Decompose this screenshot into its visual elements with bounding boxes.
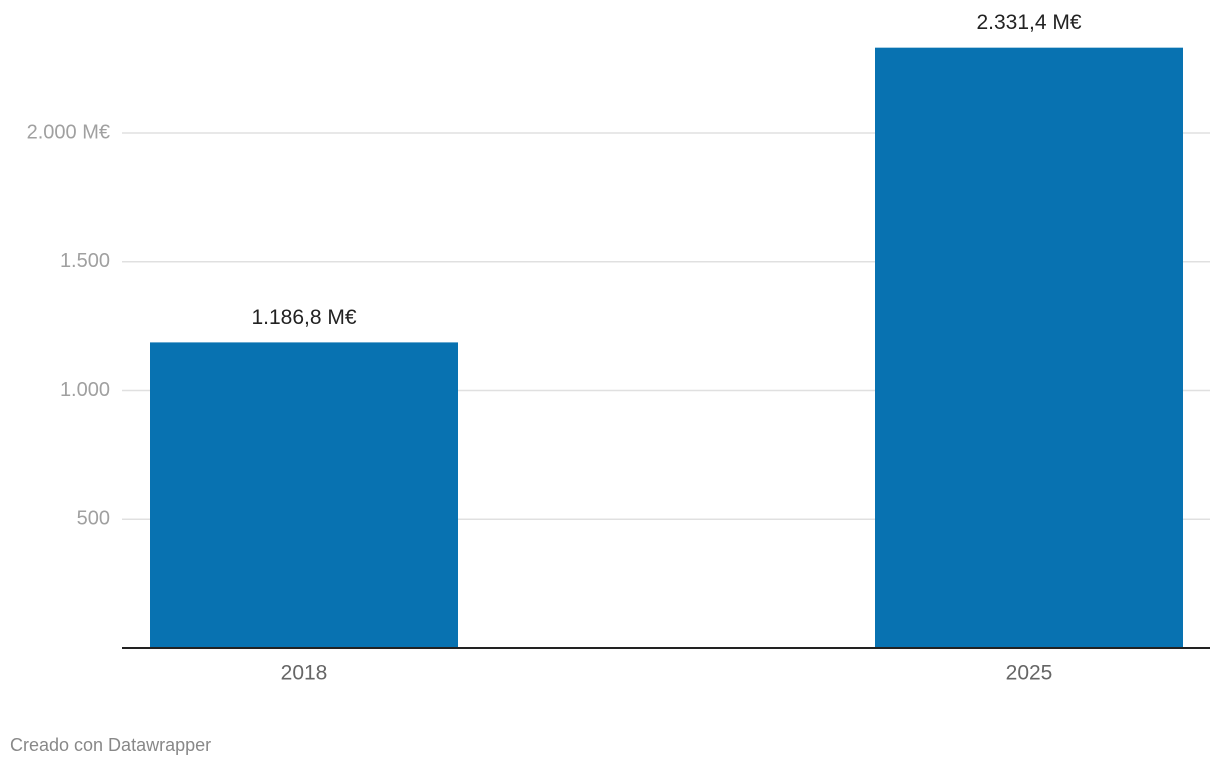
value-label: 2.331,4 M€ bbox=[976, 11, 1081, 34]
bar bbox=[150, 342, 458, 648]
credit: Creado con Datawrapper bbox=[10, 735, 211, 755]
y-tick-label: 2.000 M€ bbox=[27, 121, 110, 143]
value-label: 1.186,8 M€ bbox=[251, 306, 356, 329]
x-tick-label: 2018 bbox=[281, 662, 328, 685]
y-tick-label: 1.000 bbox=[60, 379, 110, 401]
x-tick-label: 2025 bbox=[1006, 662, 1053, 685]
bar bbox=[875, 47, 1183, 649]
y-tick-label: 1.500 bbox=[60, 250, 110, 272]
y-tick-label: 500 bbox=[77, 508, 110, 530]
